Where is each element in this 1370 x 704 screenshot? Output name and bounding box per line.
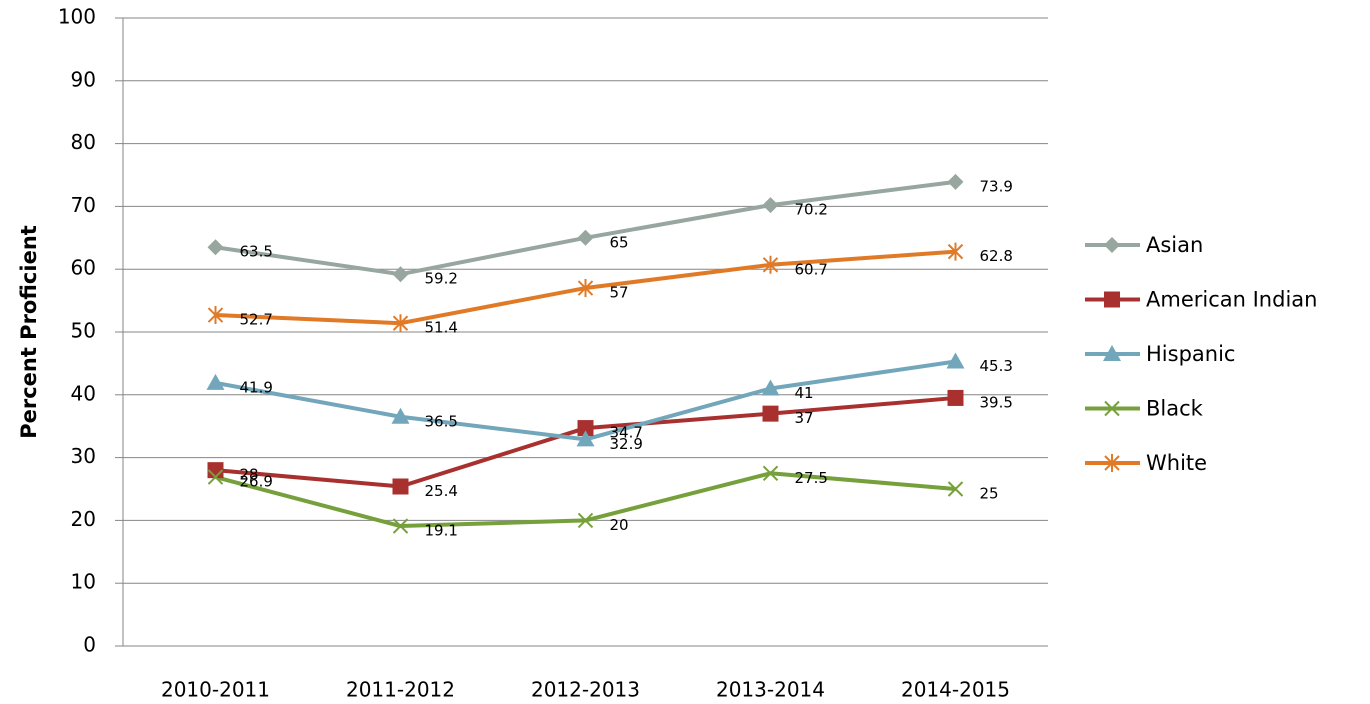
marker bbox=[947, 242, 964, 261]
data-label: 41 bbox=[795, 384, 814, 402]
marker bbox=[577, 420, 594, 437]
marker bbox=[762, 197, 779, 214]
y-tick-label: 30 bbox=[71, 444, 96, 468]
legend-label: Hispanic bbox=[1146, 342, 1235, 366]
data-label: 62.8 bbox=[980, 247, 1013, 265]
x-tick-label: 2014-2015 bbox=[901, 678, 1010, 702]
data-label: 28 bbox=[240, 466, 259, 484]
y-axis-label: Percent Proficient bbox=[17, 225, 41, 439]
data-label: 73.9 bbox=[980, 177, 1013, 195]
y-tick-label: 20 bbox=[71, 507, 96, 531]
y-tick-label: 60 bbox=[71, 256, 96, 280]
data-label: 41.9 bbox=[240, 378, 273, 396]
marker bbox=[947, 481, 964, 497]
data-label: 36.5 bbox=[425, 412, 458, 430]
marker bbox=[391, 407, 410, 424]
data-label: 52.7 bbox=[240, 311, 273, 329]
y-tick-label: 10 bbox=[71, 570, 96, 594]
marker bbox=[1103, 345, 1121, 361]
data-label: 19.1 bbox=[425, 522, 458, 540]
marker bbox=[577, 229, 594, 246]
marker bbox=[1104, 400, 1120, 417]
y-tick-label: 90 bbox=[71, 67, 96, 91]
marker bbox=[762, 405, 779, 422]
data-label: 57 bbox=[610, 284, 629, 302]
data-label: 59.2 bbox=[425, 270, 458, 288]
marker bbox=[761, 379, 780, 396]
marker bbox=[207, 469, 224, 485]
legend-label: White bbox=[1146, 451, 1207, 475]
data-label: 60.7 bbox=[795, 260, 828, 278]
marker bbox=[207, 306, 224, 325]
marker bbox=[762, 255, 779, 274]
marker bbox=[207, 239, 224, 256]
marker bbox=[762, 465, 779, 482]
marker bbox=[392, 266, 409, 283]
data-label: 37 bbox=[795, 409, 814, 427]
x-tick-label: 2013-2014 bbox=[716, 678, 825, 702]
data-label: 70.2 bbox=[795, 201, 828, 219]
marker bbox=[392, 518, 409, 534]
y-tick-label: 50 bbox=[71, 319, 96, 343]
x-tick-label: 2010-2011 bbox=[161, 678, 270, 702]
data-label: 32.9 bbox=[610, 435, 643, 453]
data-label: 51.4 bbox=[425, 319, 458, 337]
y-tick-label: 0 bbox=[83, 633, 96, 657]
marker bbox=[947, 389, 964, 406]
marker bbox=[1104, 291, 1120, 308]
marker bbox=[392, 478, 409, 495]
x-tick-label: 2012-2013 bbox=[531, 678, 640, 702]
y-tick-label: 40 bbox=[71, 381, 96, 405]
marker bbox=[1104, 237, 1120, 253]
data-label: 45.3 bbox=[980, 357, 1013, 375]
legend-label: Black bbox=[1146, 397, 1204, 421]
data-label: 39.5 bbox=[980, 393, 1013, 411]
legend-label: Asian bbox=[1146, 233, 1203, 257]
marker bbox=[577, 512, 594, 529]
marker bbox=[576, 430, 595, 447]
data-label: 63.5 bbox=[240, 243, 273, 261]
marker bbox=[577, 279, 594, 298]
marker bbox=[392, 314, 409, 333]
legend-label: American Indian bbox=[1146, 288, 1317, 312]
marker bbox=[1104, 454, 1120, 472]
marker bbox=[206, 373, 225, 390]
data-label: 25.4 bbox=[425, 482, 458, 500]
data-label: 65 bbox=[610, 233, 629, 251]
y-tick-label: 100 bbox=[58, 5, 96, 29]
data-label: 20 bbox=[610, 516, 629, 534]
data-label: 26.9 bbox=[240, 473, 273, 491]
y-tick-label: 70 bbox=[71, 193, 96, 217]
data-label: 25 bbox=[980, 485, 999, 503]
marker bbox=[947, 173, 964, 190]
data-label: 27.5 bbox=[795, 469, 828, 487]
x-tick-label: 2011-2012 bbox=[346, 678, 455, 702]
data-label: 34.7 bbox=[610, 424, 643, 442]
marker bbox=[946, 352, 965, 369]
y-tick-label: 80 bbox=[71, 130, 96, 154]
